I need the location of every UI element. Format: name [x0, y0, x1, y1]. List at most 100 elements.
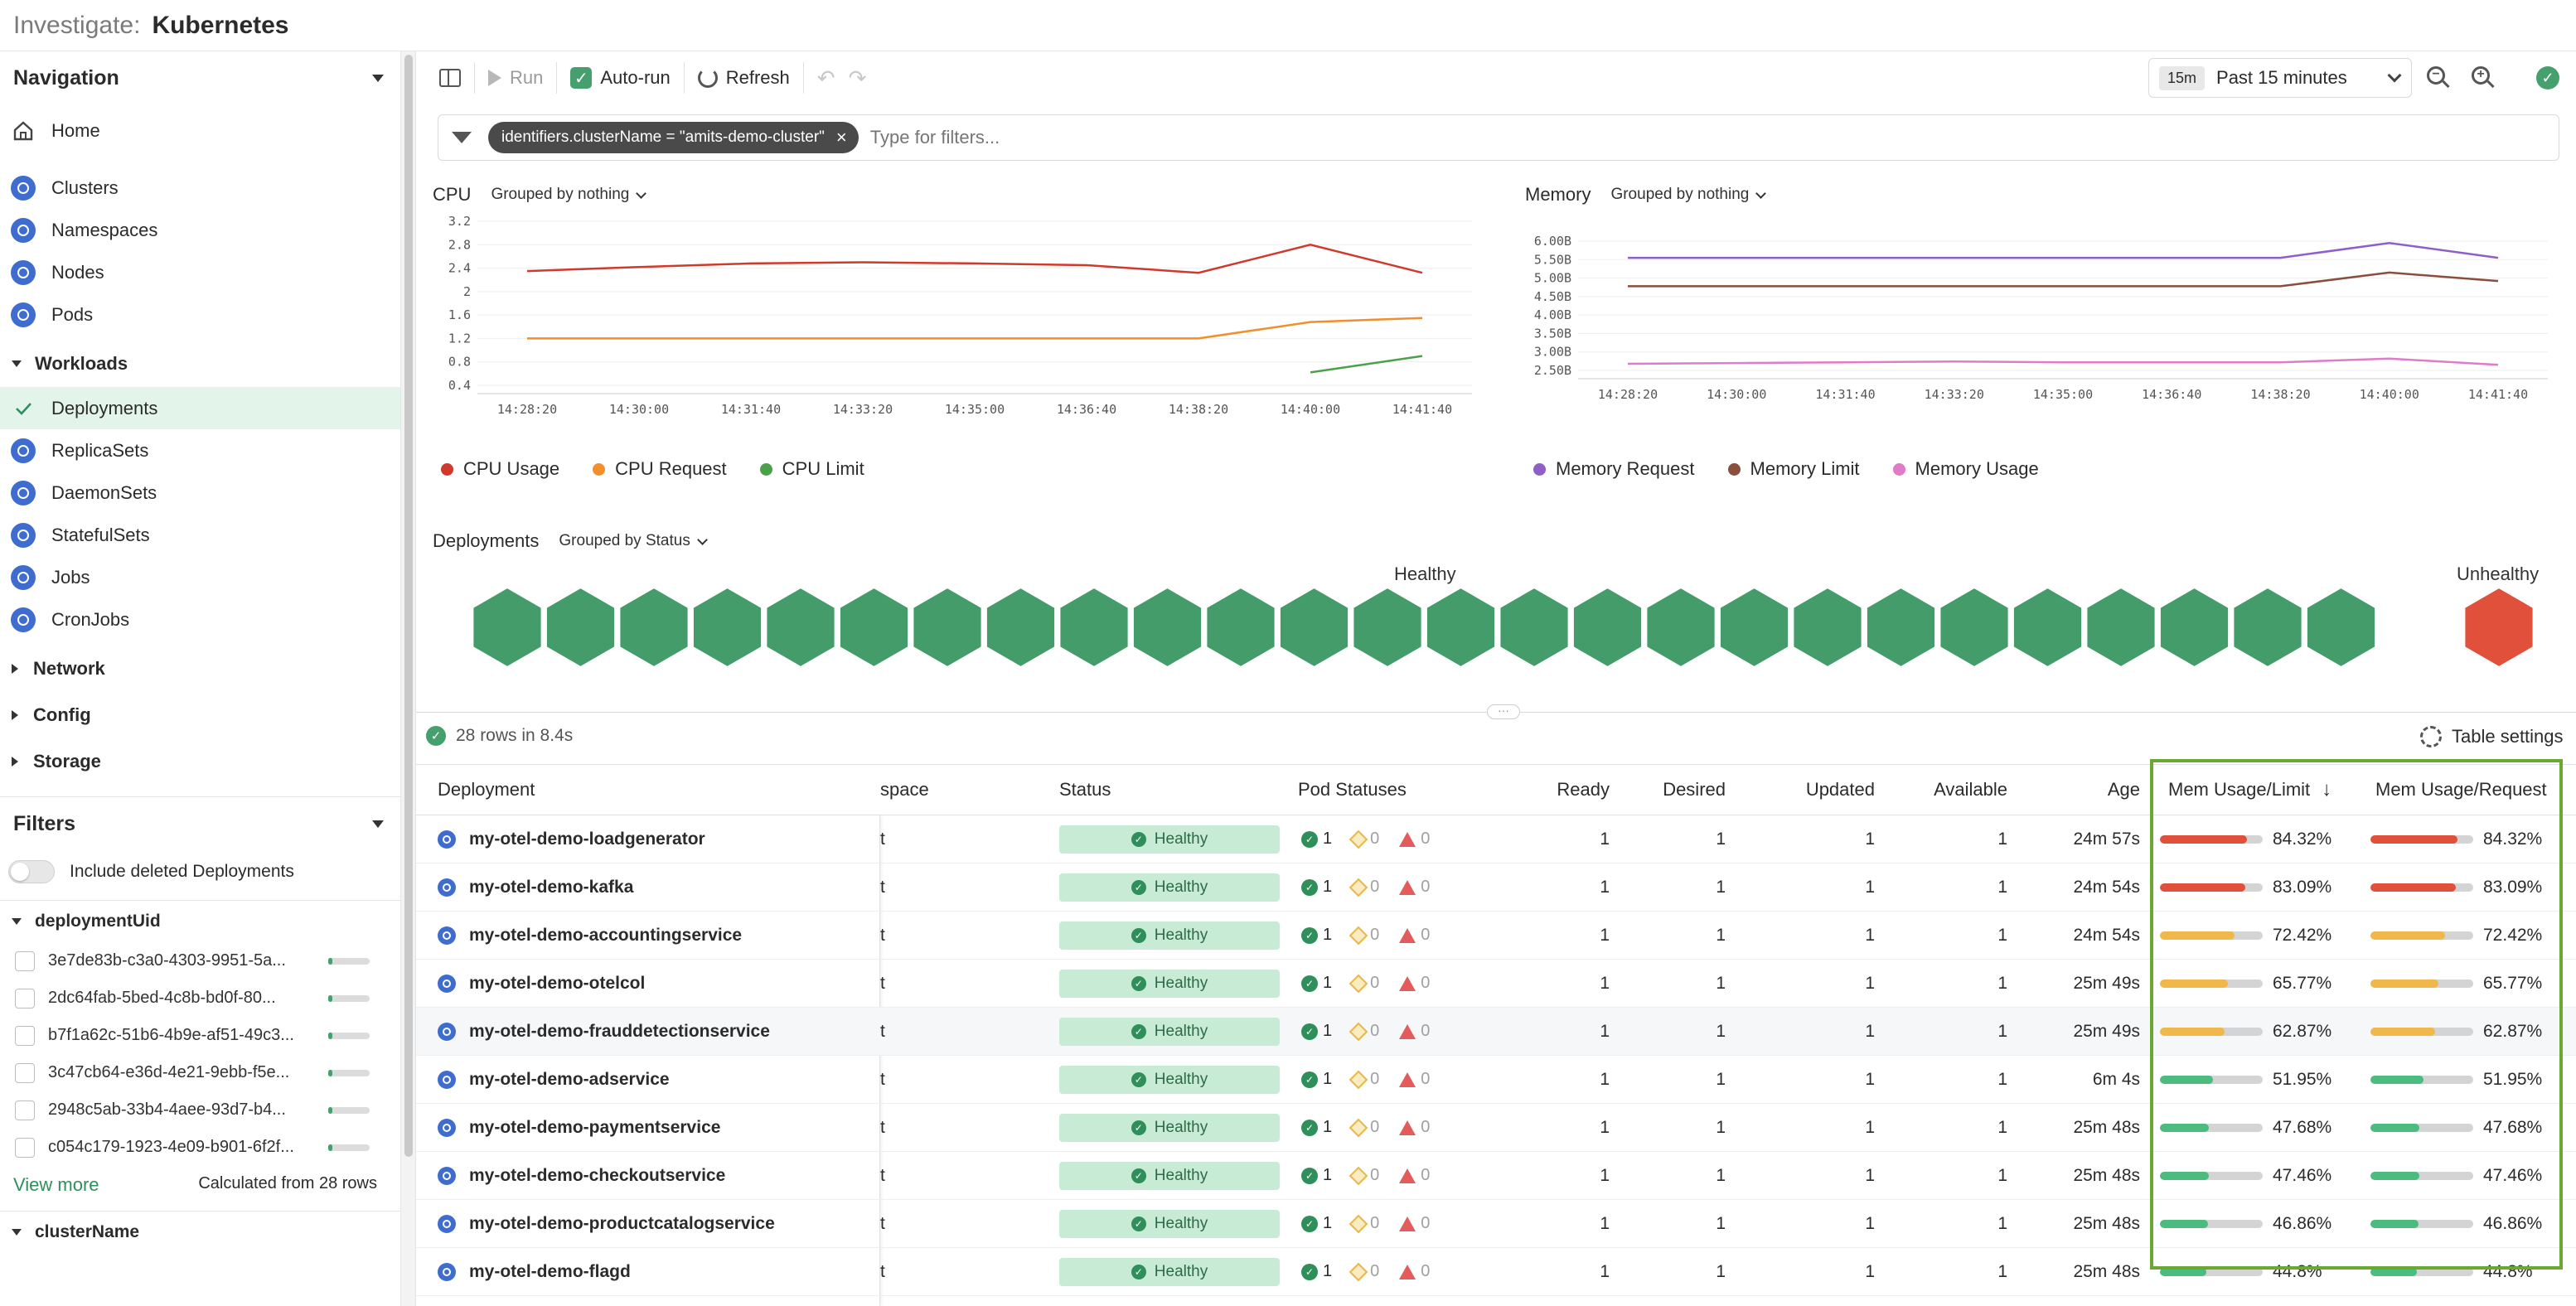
healthy-deployment-hex[interactable]	[2158, 586, 2230, 669]
deployment-link[interactable]: my-otel-demo-kafka	[469, 877, 634, 897]
chevron-down-icon[interactable]	[372, 74, 384, 82]
healthy-deployment-hex[interactable]	[1718, 586, 1790, 669]
sidebar-item[interactable]: Deployments	[0, 387, 400, 429]
undo-button[interactable]: ↶	[804, 61, 849, 94]
navigation-header[interactable]: Navigation	[0, 51, 400, 104]
table-row[interactable]: my-otel-demo-kafka t ✓ Healthy ✓ 1 0 0 1 1 1 1 24m 5…	[416, 863, 2576, 912]
column-header-desired[interactable]: Desired	[1663, 779, 1726, 800]
healthy-deployment-hex[interactable]	[2085, 586, 2157, 669]
legend-item[interactable]: Memory Usage	[1892, 458, 2039, 480]
healthy-deployment-hex[interactable]	[765, 586, 836, 669]
facet-value-row[interactable]: 3e7de83b-c3a0-4303-9951-5a...	[0, 942, 400, 980]
deployment-link[interactable]: my-otel-demo-flagd	[469, 1261, 631, 1281]
sidebar-group[interactable]: Config	[0, 692, 400, 738]
healthy-deployment-hex[interactable]	[912, 586, 983, 669]
sidebar-group-workloads[interactable]: Workloads	[0, 341, 400, 387]
healthy-deployment-hex[interactable]	[472, 586, 543, 669]
sidebar-item[interactable]: DaemonSets	[0, 472, 400, 514]
facet-value-row[interactable]: c054c179-1923-4e09-b901-6f2f...	[0, 1129, 400, 1166]
legend-item[interactable]: CPU Limit	[759, 458, 864, 480]
facet-cluster-name[interactable]: clusterName	[0, 1212, 400, 1253]
sidebar-item[interactable]: Namespaces	[0, 209, 400, 251]
resize-handle[interactable]: ···	[1487, 704, 1520, 719]
column-header-status[interactable]: Status	[1059, 779, 1111, 800]
table-row[interactable]: my-otel-demo-accountingservice t ✓ Healthy ✓…	[416, 912, 2576, 960]
healthy-deployment-hex[interactable]	[838, 586, 910, 669]
time-range-picker[interactable]: 15m Past 15 minutes	[2148, 58, 2412, 98]
healthy-deployment-hex[interactable]	[2012, 586, 2084, 669]
column-header-namespace[interactable]: space	[880, 779, 929, 800]
auto-run-checkbox[interactable]: ✓ Auto-run	[557, 61, 683, 94]
refresh-button[interactable]: Refresh	[685, 61, 803, 94]
table-row[interactable]: my-otel-demo-adservice t ✓ Healthy ✓ 1 0 0 1 1 1 1 6…	[416, 1056, 2576, 1104]
zoom-out-button[interactable]: −	[2427, 66, 2450, 89]
healthy-deployment-hex[interactable]	[1499, 586, 1570, 669]
healthy-deployment-hex[interactable]	[545, 586, 617, 669]
deployment-link[interactable]: my-otel-demo-loadgenerator	[469, 829, 705, 849]
series-line-cpu-request[interactable]	[527, 317, 1423, 340]
table-row[interactable]: my-otel-demo-productcatalogservice t ✓ Heal…	[416, 1200, 2576, 1248]
facet-value-row[interactable]: 2dc64fab-5bed-4c8b-bd0f-80...	[0, 980, 400, 1017]
column-header-age[interactable]: Age	[2107, 779, 2140, 800]
sidebar-item[interactable]: ReplicaSets	[0, 429, 400, 472]
filters-header[interactable]: Filters	[0, 797, 400, 850]
include-deleted-toggle[interactable]	[8, 860, 55, 883]
healthy-deployment-hex[interactable]	[1425, 586, 1497, 669]
deployment-link[interactable]: my-otel-demo-paymentservice	[469, 1117, 721, 1137]
table-row[interactable]: my-otel-demo-loadgenerator t ✓ Healthy ✓ 1 0 0 1…	[416, 815, 2576, 863]
table-row[interactable]: my-otel-demo-paymentservice t ✓ Healthy ✓ 1 0 0…	[416, 1104, 2576, 1152]
filter-chip[interactable]: identifiers.clusterName = "amits-demo-cl…	[488, 122, 859, 153]
facet-value-row[interactable]: 2948c5ab-33b4-4aee-93d7-b4...	[0, 1091, 400, 1129]
facet-checkbox[interactable]	[15, 1100, 35, 1120]
view-more-link[interactable]: View more	[13, 1174, 99, 1195]
healthy-deployment-hex[interactable]	[1205, 586, 1276, 669]
column-header-ready[interactable]: Ready	[1557, 779, 1610, 800]
sidebar-item-home[interactable]: Home	[0, 109, 400, 152]
legend-item[interactable]: CPU Usage	[441, 458, 559, 480]
table-settings-button[interactable]: Table settings	[2420, 726, 2564, 747]
toggle-panel-button[interactable]	[416, 61, 474, 94]
deployment-link[interactable]: my-otel-demo-adservice	[469, 1069, 670, 1089]
facet-checkbox[interactable]	[15, 950, 35, 971]
healthy-deployment-hex[interactable]	[1352, 586, 1423, 669]
scrollbar-thumb[interactable]	[404, 55, 413, 1157]
table-row[interactable]: my-otel-demo-flagd t ✓ Healthy ✓ 1 0 0 1 1 1 1 25m 4…	[416, 1248, 2576, 1296]
legend-item[interactable]: CPU Request	[593, 458, 727, 480]
healthy-deployment-hex[interactable]	[691, 586, 763, 669]
chevron-down-icon[interactable]	[372, 820, 384, 828]
series-line-memory-usage[interactable]	[1627, 357, 2499, 366]
facet-value-row[interactable]: b7f1a62c-51b6-4b9e-af51-49c3...	[0, 1017, 400, 1054]
healthy-deployment-hex[interactable]	[1278, 586, 1350, 669]
zoom-in-button[interactable]: +	[2472, 66, 2495, 89]
sidebar-group[interactable]: Storage	[0, 738, 400, 785]
facet-checkbox[interactable]	[15, 988, 35, 1009]
unhealthy-deployment-hex[interactable]	[2463, 586, 2535, 669]
deployment-link[interactable]: my-otel-demo-frauddetectionservice	[469, 1021, 770, 1041]
run-button[interactable]: Run	[475, 61, 556, 94]
filter-input[interactable]	[869, 127, 1533, 148]
sidebar-scrollbar[interactable]	[401, 51, 416, 1306]
series-line-cpu-limit[interactable]	[1310, 355, 1423, 374]
sidebar-item[interactable]: CronJobs	[0, 598, 400, 641]
sidebar-group[interactable]: Network	[0, 646, 400, 692]
memory-grouping-dropdown[interactable]: Grouped by nothing	[1610, 186, 1767, 204]
healthy-deployment-hex[interactable]	[1131, 586, 1203, 669]
status-grouping-dropdown[interactable]: Grouped by Status	[559, 532, 708, 550]
cpu-grouping-dropdown[interactable]: Grouped by nothing	[491, 186, 647, 204]
sidebar-item[interactable]: Nodes	[0, 251, 400, 293]
sidebar-item[interactable]: StatefulSets	[0, 514, 400, 556]
healthy-deployment-hex[interactable]	[1792, 586, 1863, 669]
facet-value-row[interactable]: 3c47cb64-e36d-4e21-9ebb-f5e...	[0, 1054, 400, 1091]
deployment-link[interactable]: my-otel-demo-checkoutservice	[469, 1165, 726, 1185]
facet-checkbox[interactable]	[15, 1137, 35, 1158]
series-line-memory-request[interactable]	[1628, 241, 2499, 259]
legend-item[interactable]: Memory Request	[1533, 458, 1695, 480]
healthy-deployment-hex[interactable]	[2305, 586, 2377, 669]
deployment-link[interactable]: my-otel-demo-otelcol	[469, 973, 646, 993]
close-icon[interactable]: ×	[835, 127, 847, 148]
column-header-updated[interactable]: Updated	[1805, 779, 1875, 800]
healthy-deployment-hex[interactable]	[985, 586, 1057, 669]
healthy-deployment-hex[interactable]	[1058, 586, 1130, 669]
healthy-deployment-hex[interactable]	[1939, 586, 2010, 669]
legend-item[interactable]: Memory Limit	[1727, 458, 1860, 480]
